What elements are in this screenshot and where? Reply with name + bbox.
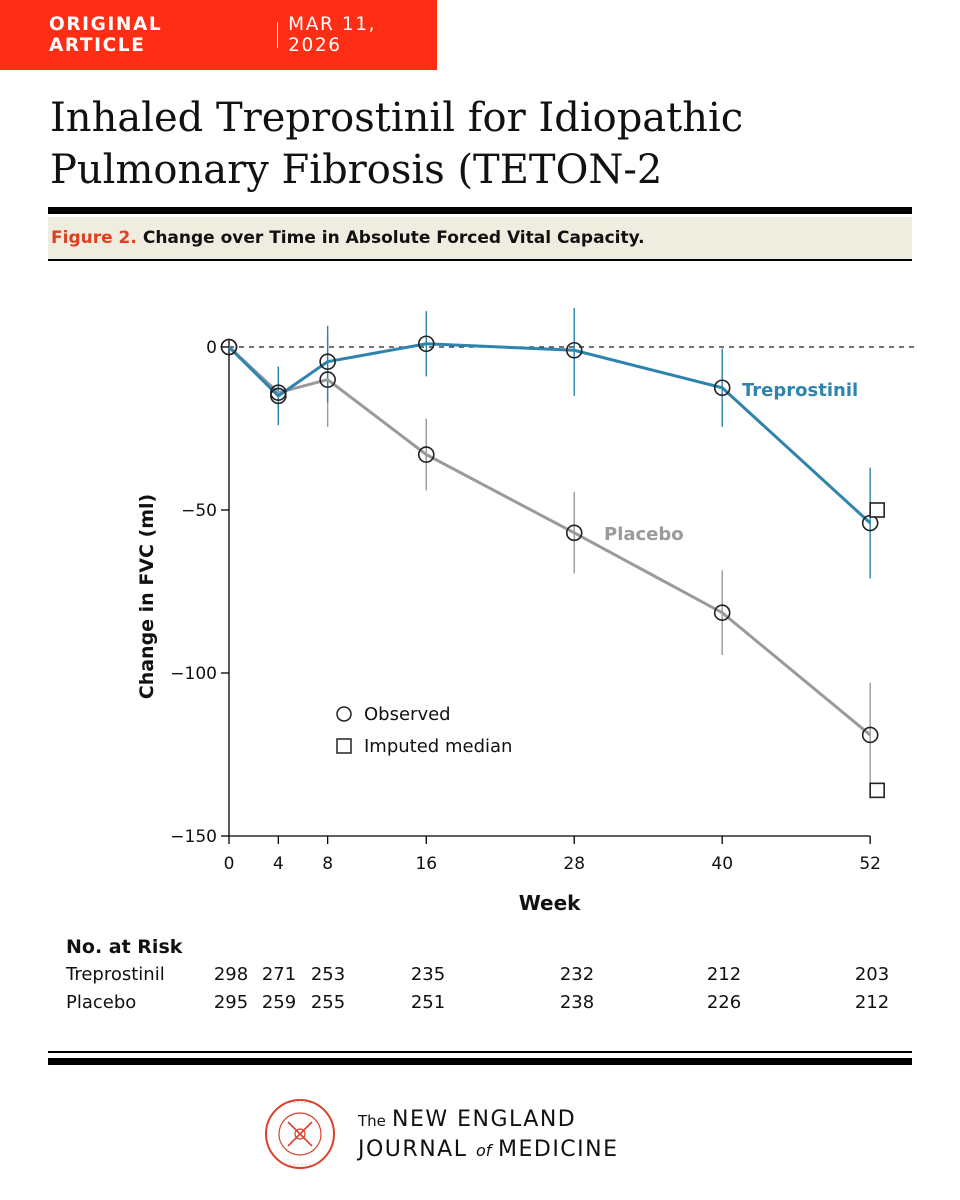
svg-text:· · · · · ·: · · · · · · [290, 1162, 311, 1169]
bottom-rule-thin [48, 1051, 912, 1053]
x-tick-label: 28 [563, 854, 585, 874]
placebo-point [417, 446, 435, 463]
risk-cell: 203 [855, 964, 889, 985]
top-rule [48, 207, 912, 214]
y-tick-label: −100 [170, 664, 217, 684]
placebo-point [565, 524, 583, 542]
risk-cell: 298 [214, 964, 248, 985]
chart-axes: 0 −50 −100 −150 0 4 8 16 28 40 52 Change in FVC (ml… [136, 338, 881, 915]
series-label-placebo: Placebo [604, 524, 684, 545]
logo-the: The [357, 1112, 386, 1130]
risk-cell: 238 [560, 992, 594, 1013]
logo-of: of [476, 1141, 494, 1160]
placebo-point [319, 371, 336, 388]
caption-rule [48, 259, 912, 261]
treprostinil-point [417, 335, 435, 353]
figure-caption: Figure 2. Change over Time in Absolute F… [48, 217, 912, 259]
treprostinil-imputed-median [869, 502, 885, 518]
placebo-point [713, 604, 731, 621]
risk-table: No. at Risk Treprostinil 298 271 253 235 232 21… [65, 936, 889, 1013]
x-tick-label: 4 [273, 854, 284, 874]
bottom-rule-thick [48, 1058, 912, 1065]
risk-row-label: Treprostinil [65, 964, 165, 985]
risk-cell: 253 [311, 964, 345, 985]
journal-seal-icon: · · · · · · · · · · · · [265, 1099, 335, 1169]
x-tick-label: 40 [711, 854, 733, 874]
treprostinil-point [565, 341, 583, 359]
legend-imputed-marker [336, 738, 352, 754]
risk-cell: 251 [411, 992, 445, 1013]
treprostinil-line [227, 342, 872, 525]
series-markers [220, 335, 885, 799]
y-axis-label: Change in FVC (ml) [136, 494, 158, 700]
y-tick-label: 0 [206, 338, 217, 358]
placebo-line [227, 345, 872, 737]
treprostinil-point [713, 379, 731, 397]
risk-cell: 295 [214, 992, 248, 1013]
chart-labels: Treprostinil Placebo [604, 380, 858, 545]
risk-cell: 232 [560, 964, 594, 985]
series-label-treprostinil: Treprostinil [742, 380, 858, 401]
logo-line1: NEW ENGLAND [392, 1107, 576, 1132]
risk-cell: 235 [411, 964, 445, 985]
banner-divider [276, 22, 279, 48]
x-tick-label: 0 [224, 854, 235, 874]
chart-legend: Observed Imputed median [336, 704, 512, 757]
legend-observed-label: Observed [364, 704, 451, 725]
placebo-point [861, 726, 879, 744]
risk-cell: 271 [262, 964, 296, 985]
svg-text:· · · · · ·: · · · · · · [290, 1100, 311, 1107]
x-tick-label: 52 [859, 854, 881, 874]
legend-imputed-label: Imputed median [364, 736, 512, 757]
figure-number: Figure 2. [51, 228, 137, 248]
treprostinil-point [319, 353, 336, 370]
article-title: Inhaled Treprostinil for Idiopathic Pulm… [50, 95, 744, 193]
x-tick-label: 8 [322, 854, 333, 874]
treprostinil-point [270, 387, 287, 405]
risk-table-title: No. at Risk [66, 936, 183, 958]
risk-cell: 259 [262, 992, 296, 1013]
article-banner: ORIGINAL ARTICLE MAR 11, 2026 [0, 0, 437, 70]
x-axis-label: Week [519, 891, 581, 915]
treprostinil-point [220, 338, 238, 356]
legend-observed-marker [336, 706, 352, 722]
series-lines [227, 342, 872, 737]
placebo-imputed-median [869, 782, 885, 799]
logo-medicine: MEDICINE [498, 1137, 619, 1162]
y-tick-label: −50 [181, 501, 217, 521]
fvc-chart: 0 −50 −100 −150 0 4 8 16 28 40 52 Change in FVC (ml… [65, 307, 918, 1013]
risk-cell: 212 [855, 992, 889, 1013]
risk-cell: 212 [707, 964, 741, 985]
risk-cell: 226 [707, 992, 741, 1013]
article-type: ORIGINAL ARTICLE [49, 14, 163, 56]
article-date: MAR 11, 2026 [288, 14, 377, 56]
risk-cell: 255 [311, 992, 345, 1013]
figure-caption-text: Change over Time in Absolute Forced Vita… [142, 228, 645, 248]
x-tick-label: 16 [415, 854, 437, 874]
y-tick-label: −150 [170, 827, 217, 847]
logo-journal: JOURNAL [356, 1137, 467, 1162]
risk-row-label: Placebo [66, 992, 136, 1013]
